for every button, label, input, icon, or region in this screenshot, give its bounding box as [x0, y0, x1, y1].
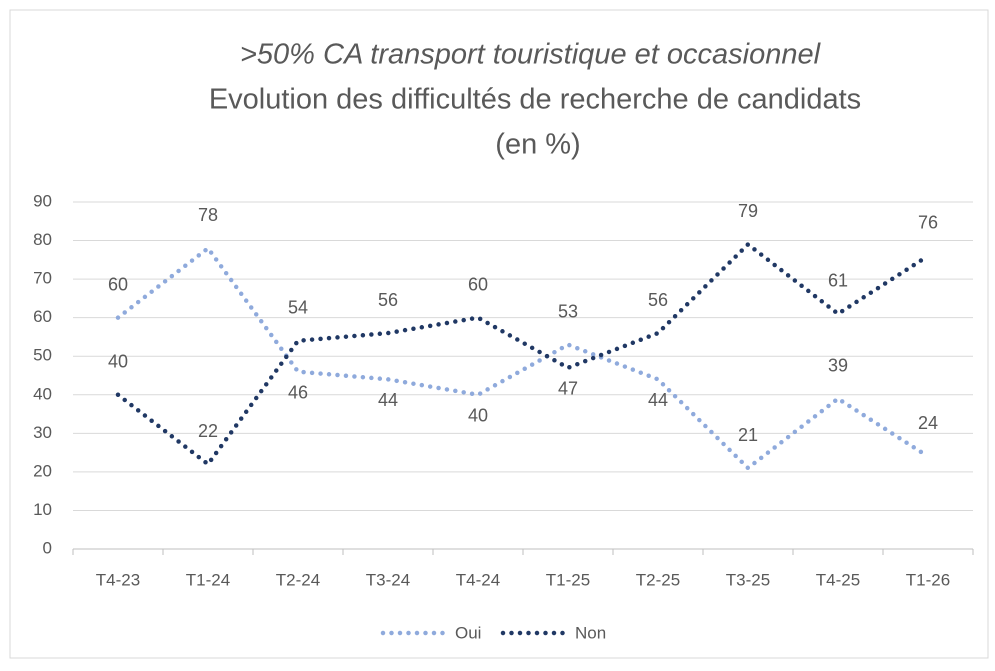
x-tick-label: T2-25: [636, 570, 680, 589]
x-tick-label: T4-25: [816, 570, 860, 589]
y-tick-label: 50: [33, 346, 52, 365]
data-label: 61: [828, 271, 848, 291]
x-tick-label: T2-24: [276, 570, 320, 589]
x-tick-label: T1-26: [906, 570, 950, 589]
x-tick-label: T4-24: [456, 570, 500, 589]
y-tick-label: 60: [33, 307, 52, 326]
x-tick-label: T1-25: [546, 570, 590, 589]
data-label: 40: [108, 352, 128, 372]
data-label: 56: [648, 290, 668, 310]
data-label: 44: [648, 390, 668, 410]
y-tick-label: 10: [33, 500, 52, 519]
data-label: 76: [918, 213, 938, 233]
data-label: 60: [468, 274, 488, 294]
y-tick-label: 80: [33, 230, 52, 249]
chart-subtitle: (en %): [495, 129, 580, 161]
data-label: 40: [468, 406, 488, 426]
legend-label: Oui: [455, 623, 481, 642]
line-series: [115, 242, 931, 467]
data-label: 53: [558, 301, 578, 321]
data-label: 44: [378, 390, 398, 410]
data-label: 21: [738, 425, 758, 445]
data-label: 79: [738, 201, 758, 221]
y-tick-label: 0: [43, 538, 52, 557]
data-label: 46: [288, 382, 308, 402]
chart-title: >50% CA transport touristique et occasio…: [240, 39, 822, 71]
x-tick-label: T3-24: [366, 570, 410, 589]
data-label: 60: [108, 274, 128, 294]
data-label: 56: [378, 290, 398, 310]
line-series: [115, 246, 931, 471]
x-tick-label: T4-23: [96, 570, 140, 589]
y-tick-label: 70: [33, 269, 52, 288]
y-tick-label: 20: [33, 461, 52, 480]
y-tick-label: 40: [33, 384, 52, 403]
chart-border: [9, 9, 989, 659]
chart-subtitle: Evolution des difficultés de recherche d…: [209, 84, 861, 116]
data-label: 78: [198, 205, 218, 225]
y-tick-label: 90: [33, 191, 52, 210]
data-label: 39: [828, 355, 848, 375]
data-label: 47: [558, 379, 578, 399]
y-tick-label: 30: [33, 423, 52, 442]
data-label: 24: [918, 413, 938, 433]
data-label: 22: [198, 421, 218, 441]
data-label: 54: [288, 298, 308, 318]
legend-label: Non: [575, 623, 606, 642]
x-tick-label: T3-25: [726, 570, 770, 589]
x-tick-label: T1-24: [186, 570, 230, 589]
